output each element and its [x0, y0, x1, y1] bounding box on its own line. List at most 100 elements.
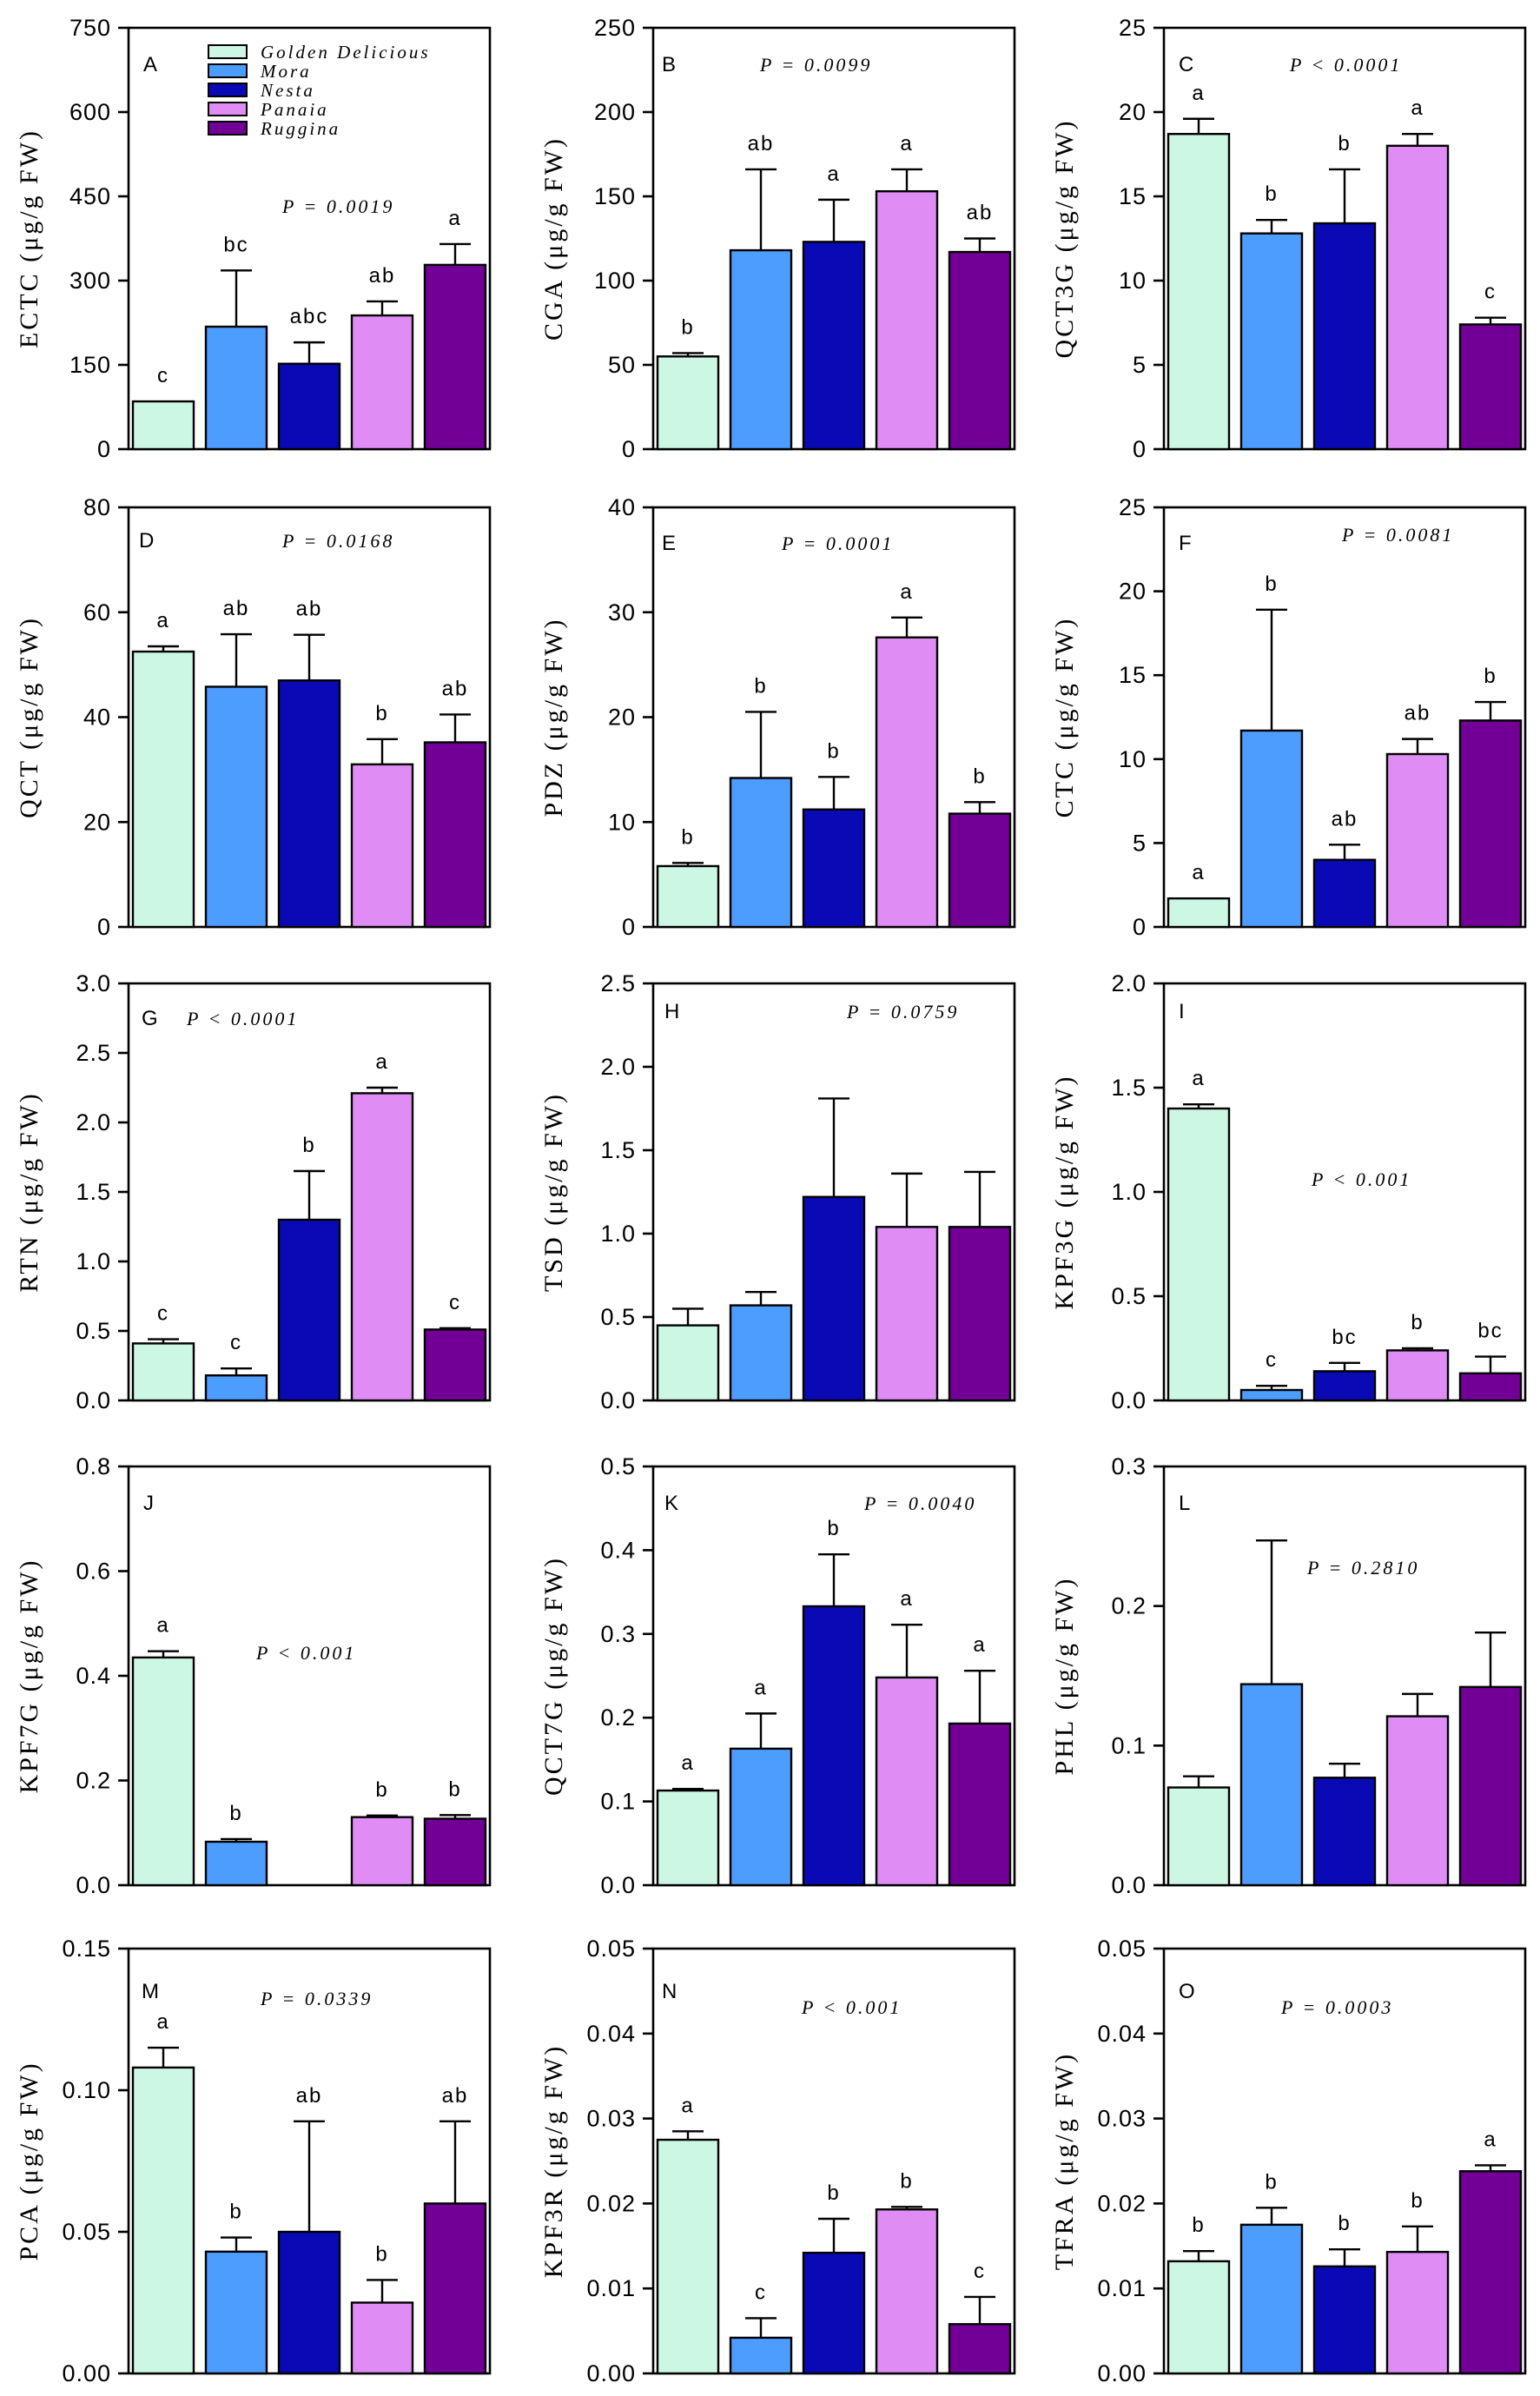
- panel-e-sig-letter: b: [973, 764, 986, 788]
- panel-e-bar: [729, 777, 793, 929]
- panel-c-ytick-label: 15: [1119, 183, 1147, 209]
- panel-o-sig-letter: a: [1484, 2128, 1497, 2151]
- panel-o-bar: [1239, 2223, 1304, 2375]
- panel-c-sig-letter: b: [1265, 182, 1278, 206]
- panel-a-sig-letter: abc: [290, 305, 329, 328]
- panel-h-letter: H: [664, 1000, 679, 1023]
- panel-m-sig-letter: ab: [296, 2084, 323, 2108]
- panel-n-sig-letter: b: [827, 2181, 840, 2205]
- panel-e-sig-letter: b: [754, 674, 767, 698]
- panel-n-sig-letter: a: [681, 2094, 694, 2117]
- legend-entry: Panaia: [260, 99, 329, 120]
- panel-c-bar: [1458, 323, 1523, 451]
- panel-i-letter: I: [1179, 1000, 1185, 1023]
- panel-b-ytick-label: 150: [594, 183, 636, 209]
- panel-f-sig-letter: a: [1192, 861, 1205, 884]
- panel-a-sig-letter: a: [448, 207, 461, 230]
- panel-d-ylabel: QCT (μg/g FW): [15, 616, 43, 818]
- panel-g-ytick-label: 1.5: [76, 1179, 111, 1205]
- panel-d-bar: [131, 650, 195, 929]
- panel-b-sig-letter: a: [900, 132, 913, 156]
- panel-g-ylabel: RTN (μg/g FW): [15, 1091, 43, 1293]
- panel-g-ytick-label: 3.0: [76, 970, 111, 996]
- panel-d-bar: [350, 763, 414, 929]
- panel-h-bar: [875, 1226, 939, 1402]
- panel-b-sig-letter: b: [681, 315, 694, 339]
- panel-g-bar: [131, 1342, 195, 1402]
- panel-n-ylabel: KPF3R (μg/g FW): [539, 2044, 568, 2278]
- panel-f-bar: [1458, 719, 1523, 929]
- panel-f-pvalue: P = 0.0081: [1341, 524, 1454, 546]
- panel-a-pvalue: P = 0.0019: [281, 195, 394, 217]
- panel-g-ytick-label: 2.0: [76, 1109, 111, 1135]
- panel-o-ylabel: TFRA (μg/g FW): [1050, 2052, 1079, 2270]
- panel-f-bar: [1239, 729, 1304, 929]
- panel-b-sig-letter: ab: [748, 132, 775, 156]
- panel-i-sig-letter: c: [1266, 1348, 1278, 1372]
- panel-c-bar: [1239, 232, 1304, 451]
- panel-g-bar: [423, 1328, 487, 1402]
- panel-j-ytick-label: 0.0: [76, 1872, 111, 1898]
- panel-a-ylabel: ECTC (μg/g FW): [15, 129, 43, 348]
- panel-d-sig-letter: ab: [223, 597, 250, 620]
- panel-b-pvalue: P = 0.0099: [759, 54, 872, 76]
- panel-o-sig-letter: b: [1411, 2189, 1424, 2213]
- panel-c-bar: [1167, 133, 1231, 451]
- panel-e-ytick-label: 0: [622, 914, 636, 940]
- panel-k-bar: [656, 1789, 720, 1887]
- panel-g-sig-letter: c: [230, 1331, 242, 1354]
- panel-g-ytick-label: 0.0: [76, 1387, 111, 1413]
- panel-i-sig-letter: a: [1192, 1067, 1205, 1090]
- panel-n-pvalue: P < 0.001: [801, 1996, 902, 2018]
- panel-f-ytick-label: 0: [1133, 914, 1147, 940]
- panel-g-sig-letter: c: [157, 1302, 169, 1326]
- legend-entry: Mora: [260, 61, 312, 82]
- panel-e-ytick-label: 20: [608, 705, 636, 731]
- legend-entry: Nesta: [260, 80, 315, 101]
- panel-f-sig-letter: b: [1265, 573, 1278, 596]
- panel-m-ylabel: PCA (μg/g FW): [15, 2061, 43, 2260]
- panel-k-sig-letter: a: [973, 1633, 986, 1657]
- panel-f-sig-letter: ab: [1332, 807, 1358, 831]
- panel-j-ytick-label: 0.4: [76, 1663, 111, 1689]
- panel-e-pvalue: P = 0.0001: [781, 533, 894, 554]
- panel-j-bar: [131, 1656, 195, 1887]
- panel-n-ytick-label: 0.03: [586, 2106, 636, 2132]
- panel-a-sig-letter: c: [157, 364, 169, 387]
- panel-a-bar: [131, 400, 195, 451]
- panel-j-sig-letter: b: [448, 1777, 461, 1801]
- panel-i-sig-letter: bc: [1477, 1320, 1503, 1343]
- panel-o-ytick-label: 0.03: [1097, 2106, 1147, 2132]
- panel-i-sig-letter: bc: [1332, 1326, 1357, 1349]
- panel-i-bar: [1312, 1370, 1377, 1402]
- panel-k-ytick-label: 0.5: [600, 1453, 636, 1479]
- panel-d-sig-letter: ab: [296, 598, 323, 621]
- panel-m-bar: [204, 2250, 268, 2375]
- panel-a-bar: [204, 325, 268, 451]
- panel-i-ytick-label: 1.0: [1111, 1179, 1147, 1205]
- panel-f-ytick-label: 25: [1119, 494, 1147, 520]
- panel-b-ytick-label: 50: [608, 352, 636, 378]
- panel-j-ytick-label: 0.6: [76, 1559, 111, 1585]
- panel-n-bar: [729, 2336, 793, 2375]
- panel-d-bar: [423, 741, 487, 929]
- panel-i-sig-letter: b: [1411, 1311, 1424, 1334]
- panel-g-letter: G: [142, 1007, 158, 1030]
- panel-o-sig-letter: b: [1338, 2212, 1351, 2235]
- panel-o-bar: [1458, 2170, 1523, 2375]
- panel-n-sig-letter: b: [900, 2169, 913, 2193]
- panel-b-sig-letter: ab: [967, 202, 994, 225]
- panel-a-letter: A: [143, 53, 157, 76]
- panel-o-ytick-label: 0.05: [1097, 1936, 1147, 1962]
- panel-m-ytick-label: 0.05: [62, 2219, 111, 2245]
- panel-g-bar: [277, 1218, 341, 1402]
- panel-j-sig-letter: b: [375, 1778, 388, 1802]
- panel-k-bar: [802, 1605, 866, 1887]
- panel-k-ytick-label: 0.4: [600, 1537, 636, 1563]
- panel-f-bar: [1312, 858, 1377, 929]
- panel-o-bar: [1385, 2250, 1450, 2375]
- panel-o-pvalue: P = 0.0003: [1280, 1996, 1393, 2018]
- panel-a-ytick-label: 450: [69, 183, 111, 209]
- panel-i-ytick-label: 0.5: [1111, 1283, 1147, 1309]
